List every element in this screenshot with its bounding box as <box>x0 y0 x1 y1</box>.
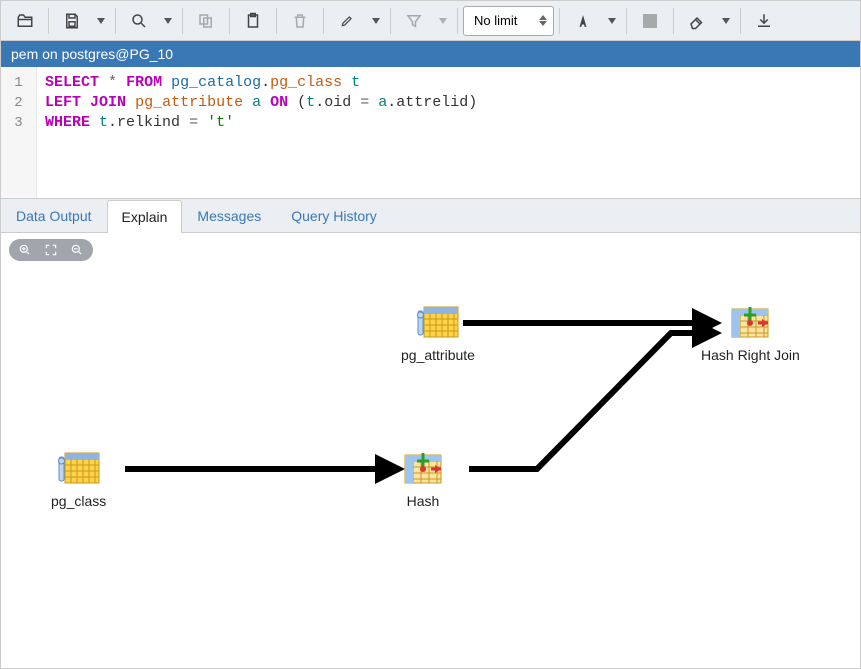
edit-dropdown[interactable] <box>367 6 385 36</box>
plan-node-pg_attribute[interactable]: pg_attribute <box>401 305 475 363</box>
plan-node-hash[interactable]: Hash <box>401 451 445 509</box>
edit-button[interactable] <box>329 6 365 36</box>
edge <box>469 333 716 469</box>
separator <box>182 8 183 34</box>
separator <box>390 8 391 34</box>
separator <box>229 8 230 34</box>
delete-button[interactable] <box>282 6 318 36</box>
connection-title-text: pem on postgres@PG_10 <box>11 46 173 62</box>
execute-button[interactable] <box>565 6 601 36</box>
plan-node-hrj[interactable]: Hash Right Join <box>701 305 800 363</box>
separator <box>559 8 560 34</box>
filter-dropdown[interactable] <box>434 6 452 36</box>
separator <box>673 8 674 34</box>
find-dropdown[interactable] <box>159 6 177 36</box>
tab-messages[interactable]: Messages <box>182 199 276 232</box>
clear-button[interactable] <box>679 6 715 36</box>
filter-button[interactable] <box>396 6 432 36</box>
separator <box>323 8 324 34</box>
plan-node-label: Hash <box>401 493 445 509</box>
plan-node-label: Hash Right Join <box>701 347 800 363</box>
plan-node-pg_class[interactable]: pg_class <box>51 451 106 509</box>
plan-node-label: pg_class <box>51 493 106 509</box>
separator <box>48 8 49 34</box>
copy-button[interactable] <box>188 6 224 36</box>
line-gutter: 123 <box>1 67 37 198</box>
clear-dropdown[interactable] <box>717 6 735 36</box>
explain-panel: pg_attribute pg_class Hash Hash Right Join <box>1 233 860 667</box>
find-button[interactable] <box>121 6 157 36</box>
save-dropdown[interactable] <box>92 6 110 36</box>
download-button[interactable] <box>746 6 782 36</box>
stop-button[interactable] <box>632 6 668 36</box>
code-area[interactable]: SELECT * FROM pg_catalog.pg_class t LEFT… <box>37 67 860 198</box>
tab-query-history[interactable]: Query History <box>276 199 392 232</box>
separator <box>626 8 627 34</box>
explain-diagram <box>1 233 860 667</box>
limit-label: No limit <box>474 13 517 28</box>
save-button[interactable] <box>54 6 90 36</box>
execute-dropdown[interactable] <box>603 6 621 36</box>
separator <box>740 8 741 34</box>
tab-explain[interactable]: Explain <box>107 200 183 233</box>
plan-node-label: pg_attribute <box>401 347 475 363</box>
toolbar: No limit <box>1 1 860 41</box>
separator <box>115 8 116 34</box>
tab-data-output[interactable]: Data Output <box>1 199 107 232</box>
sql-editor: 123 SELECT * FROM pg_catalog.pg_class t … <box>1 67 860 199</box>
separator <box>276 8 277 34</box>
connection-title: pem on postgres@PG_10 <box>1 41 860 67</box>
separator <box>457 8 458 34</box>
limit-select[interactable]: No limit <box>463 6 554 36</box>
paste-button[interactable] <box>235 6 271 36</box>
result-tabs: Data OutputExplainMessagesQuery History <box>1 199 860 233</box>
open-button[interactable] <box>7 6 43 36</box>
